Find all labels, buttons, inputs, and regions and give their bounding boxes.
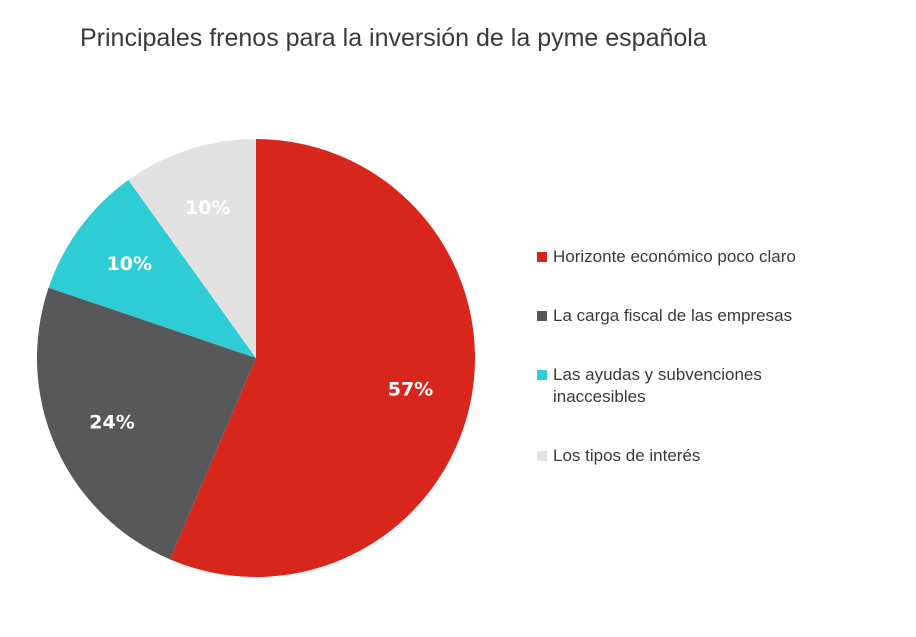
legend-label: Los tipos de interés — [553, 446, 701, 465]
legend-swatch — [537, 370, 547, 380]
legend-item-ayudas: Las ayudas y subvenciones inaccesibles — [537, 364, 877, 408]
legend-item-horizonte: Horizonte económico poco claro — [537, 246, 877, 268]
slice-value-label: 57% — [388, 379, 433, 401]
legend-label: Las ayudas y subvenciones inaccesibles — [553, 365, 762, 406]
legend-item-carga-fiscal: La carga fiscal de las empresas — [537, 305, 877, 327]
slice-carga-fiscal — [36, 287, 256, 560]
slice-ayudas — [48, 180, 257, 358]
slice-value-label: 10% — [185, 197, 230, 219]
slice-tipos-interes — [128, 139, 256, 358]
chart-title: Principales frenos para la inversión de … — [80, 24, 707, 52]
legend: Horizonte económico poco claro La carga … — [537, 246, 877, 504]
legend-swatch — [537, 252, 547, 262]
legend-swatch — [537, 311, 547, 321]
legend-item-tipos-interes: Los tipos de interés — [537, 445, 877, 467]
slice-value-label: 10% — [107, 253, 152, 275]
slice-horizonte — [169, 139, 475, 577]
legend-swatch — [537, 451, 547, 461]
slice-value-label: 24% — [89, 411, 134, 433]
legend-label: Horizonte económico poco claro — [553, 247, 796, 266]
legend-label: La carga fiscal de las empresas — [553, 306, 793, 325]
